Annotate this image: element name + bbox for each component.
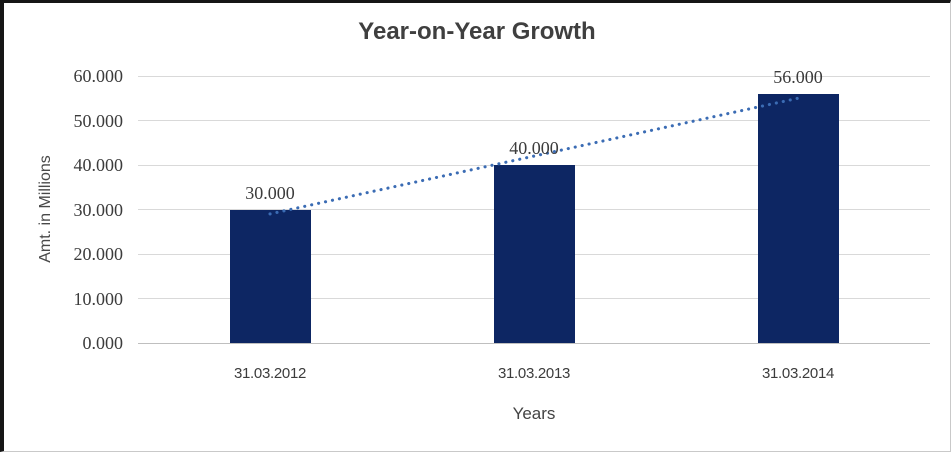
bar	[229, 209, 311, 343]
x-axis-title: Years	[512, 404, 556, 423]
y-tick-label: 10.000	[73, 288, 124, 309]
bar-data-label: 30.000	[245, 182, 295, 203]
bar-data-label: 40.000	[509, 138, 559, 158]
y-tick-label: 0.000	[82, 333, 124, 353]
y-tick-label: 20.000	[73, 244, 124, 264]
plot-area: 30.000 40.000 56.000	[138, 67, 930, 344]
bar	[493, 165, 575, 343]
gridline	[138, 75, 930, 77]
y-axis-tick-labels: 0.000 10.000 20.000 30.000 40.000 50.000 60.00…	[4, 66, 124, 353]
x-tick-label: 31.03.2012	[233, 365, 307, 382]
x-tick-label: 31.03.2013	[497, 365, 571, 382]
y-tick-label: 50.000	[73, 110, 124, 131]
x-axis-line	[138, 342, 930, 344]
y-tick-label: 30.000	[73, 199, 124, 220]
x-tick-label: 31.03.2014	[761, 365, 835, 382]
y-tick-label: 60.000	[73, 66, 124, 86]
x-axis-tick-labels: 31.03.2012 31.03.2013 31.03.2014	[138, 364, 930, 386]
y-tick-label: 40.000	[73, 155, 124, 175]
chart-title: Year-on-Year Growth	[358, 18, 596, 45]
bar	[757, 93, 839, 343]
bar-data-label: 56.000	[773, 66, 823, 87]
